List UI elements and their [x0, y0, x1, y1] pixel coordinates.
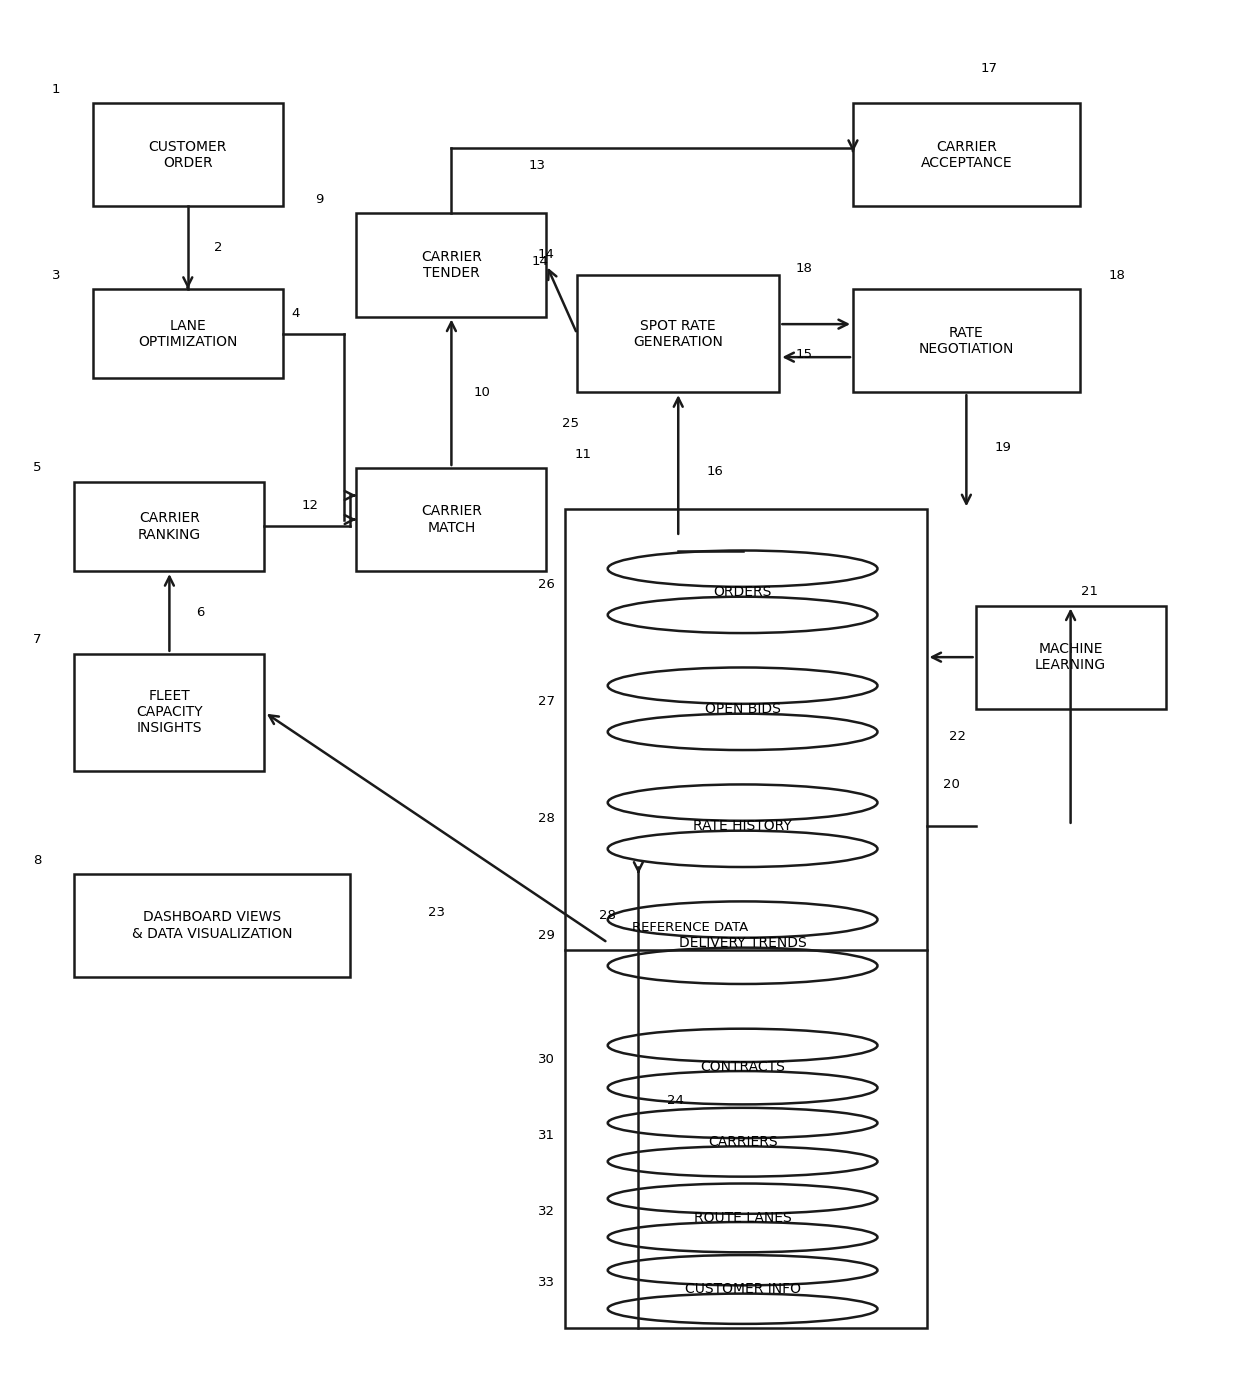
- Bar: [93, 103, 283, 207]
- Text: MACHINE
LEARNING: MACHINE LEARNING: [1035, 642, 1106, 673]
- Text: 1: 1: [52, 83, 61, 96]
- Text: 30: 30: [538, 1054, 554, 1066]
- Text: 16: 16: [707, 464, 723, 478]
- Bar: [577, 275, 780, 392]
- Text: 18: 18: [1109, 268, 1125, 282]
- Text: 21: 21: [1081, 585, 1099, 598]
- Text: 7: 7: [33, 634, 42, 646]
- Text: 17: 17: [981, 63, 997, 75]
- Text: 3: 3: [52, 268, 61, 282]
- Bar: [853, 289, 1080, 392]
- Bar: [608, 569, 878, 614]
- Text: 26: 26: [538, 578, 554, 591]
- Text: 19: 19: [994, 441, 1012, 453]
- Ellipse shape: [608, 596, 878, 632]
- Ellipse shape: [608, 1147, 878, 1177]
- Text: 23: 23: [428, 906, 445, 919]
- Text: CARRIER
ACCEPTANCE: CARRIER ACCEPTANCE: [920, 140, 1012, 170]
- Ellipse shape: [608, 948, 878, 984]
- Bar: [74, 874, 350, 977]
- Text: 33: 33: [538, 1276, 556, 1289]
- Text: 31: 31: [538, 1129, 556, 1141]
- Bar: [976, 606, 1166, 709]
- Ellipse shape: [608, 902, 878, 938]
- Text: 4: 4: [291, 307, 299, 320]
- Text: LANE
OPTIMIZATION: LANE OPTIMIZATION: [138, 318, 238, 349]
- Text: 28: 28: [538, 812, 554, 826]
- Text: ROUTE LANES: ROUTE LANES: [693, 1211, 791, 1225]
- Text: ORDERS: ORDERS: [713, 585, 771, 599]
- Ellipse shape: [608, 667, 878, 703]
- Text: 22: 22: [949, 730, 966, 742]
- Bar: [565, 509, 926, 1327]
- Text: 13: 13: [528, 158, 546, 172]
- Bar: [608, 802, 878, 849]
- Text: 10: 10: [474, 386, 491, 399]
- Bar: [608, 685, 878, 733]
- Ellipse shape: [608, 1294, 878, 1323]
- Text: RATE HISTORY: RATE HISTORY: [693, 819, 792, 833]
- Text: 28: 28: [599, 909, 616, 922]
- Text: CUSTOMER INFO: CUSTOMER INFO: [684, 1283, 801, 1297]
- Text: 14: 14: [538, 249, 554, 261]
- Text: 9: 9: [315, 193, 324, 206]
- Ellipse shape: [608, 784, 878, 820]
- Ellipse shape: [608, 831, 878, 867]
- Text: FLEET
CAPACITY
INSIGHTS: FLEET CAPACITY INSIGHTS: [136, 689, 202, 735]
- Text: 5: 5: [33, 461, 42, 474]
- Text: 14: 14: [532, 254, 549, 268]
- Text: 29: 29: [538, 930, 554, 942]
- Text: RATE
NEGOTIATION: RATE NEGOTIATION: [919, 325, 1014, 356]
- Ellipse shape: [608, 1255, 878, 1286]
- Text: OPEN BIDS: OPEN BIDS: [704, 702, 780, 716]
- Text: REFERENCE DATA: REFERENCE DATA: [632, 922, 749, 934]
- Bar: [608, 1123, 878, 1162]
- Text: DELIVERY TRENDS: DELIVERY TRENDS: [678, 935, 806, 949]
- Text: 24: 24: [667, 1094, 683, 1108]
- Text: 6: 6: [196, 606, 205, 619]
- Bar: [853, 103, 1080, 207]
- Ellipse shape: [608, 550, 878, 587]
- Text: 18: 18: [796, 261, 812, 275]
- Bar: [356, 213, 547, 317]
- Text: 32: 32: [538, 1205, 556, 1218]
- Text: 11: 11: [574, 448, 591, 460]
- Text: CARRIER
TENDER: CARRIER TENDER: [420, 250, 482, 279]
- Ellipse shape: [608, 1029, 878, 1062]
- Bar: [93, 289, 283, 378]
- Text: 12: 12: [301, 499, 319, 513]
- Text: 2: 2: [215, 242, 223, 254]
- Bar: [608, 920, 878, 966]
- Bar: [608, 1270, 878, 1309]
- Text: 20: 20: [942, 778, 960, 791]
- Text: DASHBOARD VIEWS
& DATA VISUALIZATION: DASHBOARD VIEWS & DATA VISUALIZATION: [133, 910, 293, 941]
- Text: CARRIER
MATCH: CARRIER MATCH: [420, 505, 482, 535]
- Ellipse shape: [608, 1072, 878, 1105]
- Ellipse shape: [608, 1222, 878, 1252]
- Text: CONTRACTS: CONTRACTS: [701, 1059, 785, 1073]
- Ellipse shape: [608, 1108, 878, 1138]
- Text: SPOT RATE
GENERATION: SPOT RATE GENERATION: [634, 318, 723, 349]
- Bar: [608, 1045, 878, 1088]
- Bar: [608, 1198, 878, 1237]
- Text: CUSTOMER
ORDER: CUSTOMER ORDER: [149, 140, 227, 170]
- Text: 27: 27: [538, 695, 556, 709]
- Text: CARRIERS: CARRIERS: [708, 1136, 777, 1150]
- Bar: [356, 468, 547, 571]
- Bar: [74, 482, 264, 571]
- Bar: [74, 653, 264, 770]
- Ellipse shape: [608, 713, 878, 751]
- Text: 15: 15: [795, 348, 812, 361]
- Text: 8: 8: [33, 853, 42, 866]
- Ellipse shape: [608, 1183, 878, 1213]
- Text: CARRIER
RANKING: CARRIER RANKING: [138, 512, 201, 542]
- Text: 25: 25: [563, 417, 579, 430]
